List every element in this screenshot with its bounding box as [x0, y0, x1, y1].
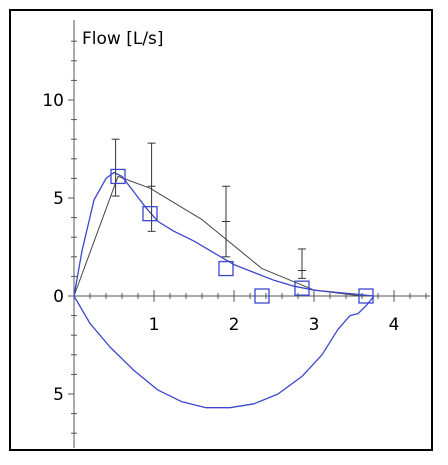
y-tick-label: 5 [53, 189, 64, 209]
data-point-marker [110, 168, 126, 185]
y-tick-label: 10 [42, 91, 64, 111]
error-bars [111, 138, 306, 279]
series-line-blue [73, 295, 375, 409]
y-tick-label: 5 [53, 385, 64, 405]
y-tick-label: 0 [53, 287, 64, 307]
data-point-marker [218, 260, 234, 277]
data-point-marker [254, 288, 270, 304]
series-line-blue [73, 171, 375, 297]
x-tick-label: 1 [149, 315, 160, 335]
x-tick-label: 2 [229, 315, 240, 335]
axes: 10 5 0 5 1 2 3 4 [42, 20, 430, 448]
data-point-marker [358, 288, 374, 304]
x-tick-label: 4 [389, 315, 400, 335]
x-tick-label: 3 [309, 315, 320, 335]
data-point-marker [294, 280, 310, 296]
markers [110, 168, 374, 304]
plot-border [9, 9, 433, 451]
data-point-marker [142, 206, 158, 222]
series-group [73, 171, 375, 409]
y-axis-label: Flow [L/s] [82, 29, 164, 49]
